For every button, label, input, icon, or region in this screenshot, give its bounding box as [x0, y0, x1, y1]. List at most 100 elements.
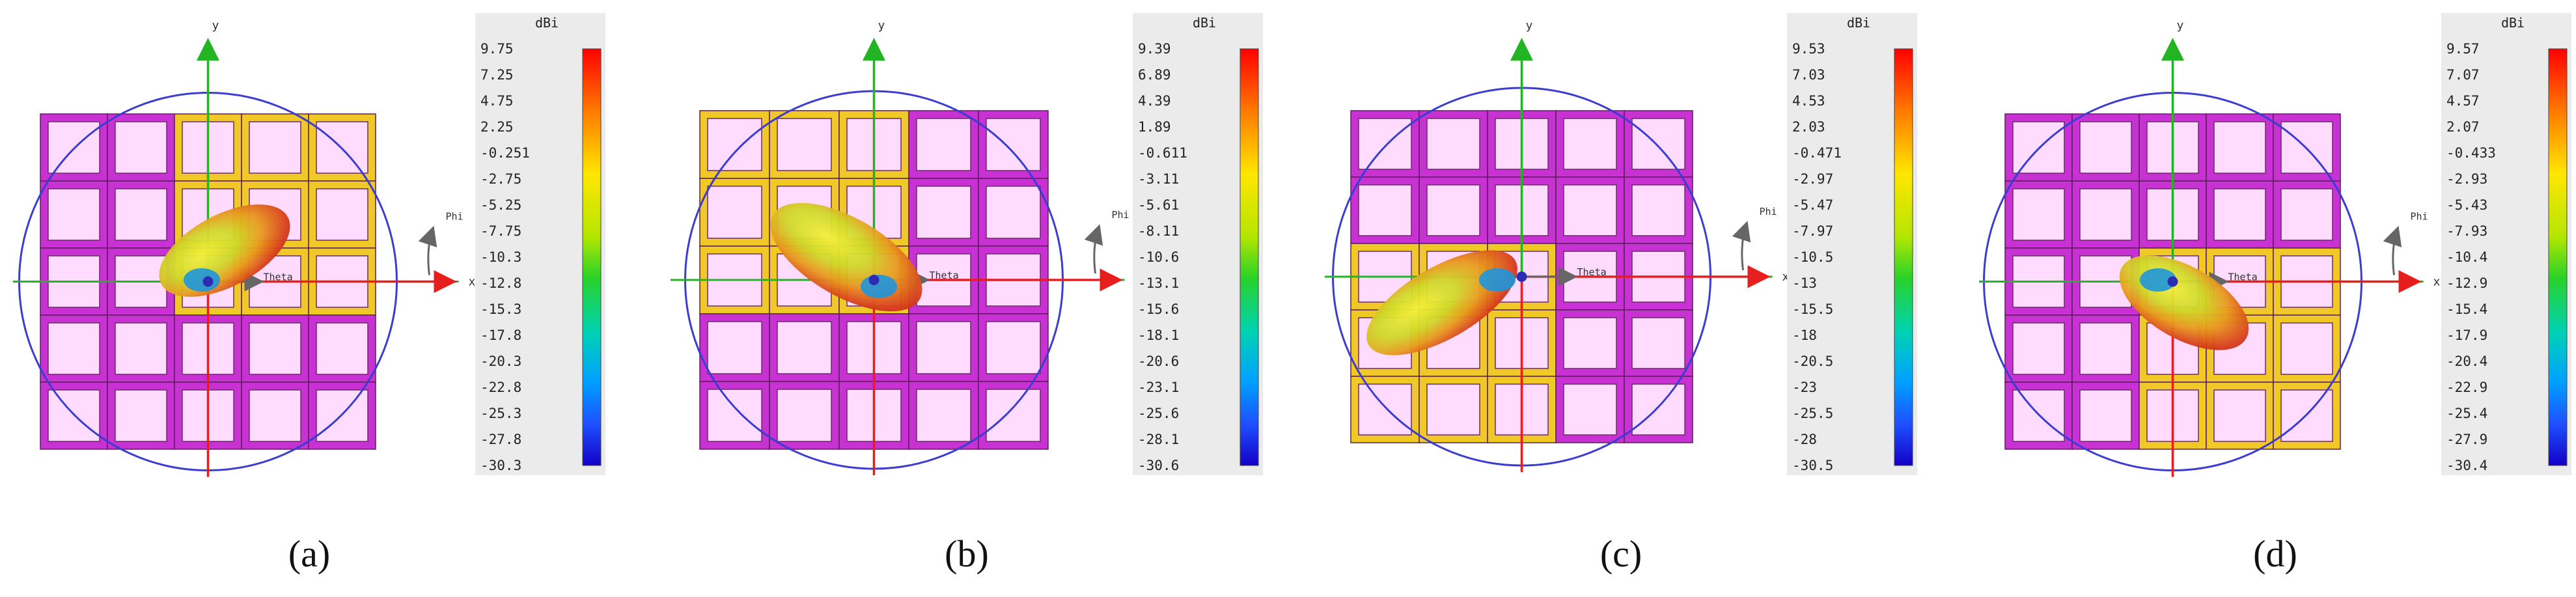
element-patch — [986, 321, 1041, 374]
element-patch — [1358, 118, 1412, 170]
element-patch — [986, 389, 1041, 442]
element-patch — [2280, 322, 2333, 375]
element-patch — [1426, 184, 1480, 236]
panel-b: yxPhiThetadBi9.396.894.391.89-0.611-3.11… — [671, 13, 1263, 575]
colorbar-tick-label: -0.251 — [480, 145, 530, 161]
colorbar-tick-label: -30.6 — [1138, 458, 1179, 473]
colorbar-tick-label: -13.1 — [1138, 275, 1179, 291]
colorbar-tick-label: -25.3 — [480, 406, 521, 421]
element-patch — [48, 322, 100, 375]
colorbar-tick-label: 7.07 — [2446, 67, 2480, 83]
phi-label: Phi — [1760, 206, 1777, 217]
element-patch — [1426, 118, 1480, 170]
colorbar-tick-label: 4.75 — [480, 93, 514, 109]
phi-arrow — [2383, 225, 2402, 275]
colorbar-tick-label: -28 — [1792, 432, 1817, 447]
colorbar-tick-label: 2.25 — [480, 119, 514, 135]
colorbar-tick-label: -10.3 — [480, 249, 521, 265]
element-patch — [249, 322, 301, 375]
colorbar-unit: dBi — [1193, 15, 1216, 31]
colorbar-tick-label: -20.5 — [1792, 354, 1833, 369]
colorbar-tick-label: -7.93 — [2446, 223, 2487, 239]
element-patch — [2213, 188, 2266, 241]
element-patch — [1563, 184, 1617, 236]
x-axis-label: x — [2433, 275, 2441, 289]
colorbar-tick-label: -7.75 — [480, 223, 521, 239]
colorbar-tick-label: 9.53 — [1792, 41, 1825, 57]
element-patch — [916, 186, 971, 239]
theta-label: Theta — [264, 271, 293, 283]
phi-arrow — [418, 225, 437, 275]
element-patch — [2079, 188, 2132, 241]
element-patch — [1563, 383, 1617, 436]
colorbar-tick-label: 4.53 — [1792, 93, 1825, 109]
colorbar-tick-label: -25.5 — [1792, 406, 1833, 421]
colorbar-tick-label: 7.25 — [480, 67, 514, 83]
colorbar-tick-label: -2.93 — [2446, 171, 2487, 187]
colorbar-tick-label: -27.8 — [480, 432, 521, 447]
element-patch — [777, 321, 832, 374]
phi-label: Phi — [1112, 209, 1129, 221]
element-patch — [1563, 317, 1617, 369]
element-patch — [249, 389, 301, 442]
colorbar-tick-label: -18.1 — [1138, 327, 1179, 343]
colorbar-unit: dBi — [2501, 15, 2525, 31]
colorbar-tick-label: -20.6 — [1138, 354, 1179, 369]
colorbar-tick-label: -2.97 — [1792, 171, 1833, 187]
theta-label: Theta — [930, 270, 959, 281]
colorbar-tick-label: 4.57 — [2446, 93, 2480, 109]
element-patch — [2280, 188, 2333, 241]
y-axis-label: y — [2177, 19, 2184, 33]
panel-caption: (b) — [945, 533, 989, 575]
colorbar-tick-label: -3.11 — [1138, 171, 1179, 187]
colorbar-tick-label: -25.4 — [2446, 406, 2487, 421]
colorbar-tick-label: -22.8 — [480, 380, 521, 395]
element-patch — [2012, 188, 2065, 241]
colorbar-tick-label: 9.57 — [2446, 41, 2480, 57]
panel-caption: (c) — [1600, 533, 1642, 575]
element-patch — [777, 118, 832, 171]
colorbar-tick-label: -8.11 — [1138, 223, 1179, 239]
phi-label: Phi — [446, 211, 464, 223]
colorbar — [1894, 48, 1913, 466]
element-patch — [707, 118, 762, 171]
colorbar-tick-label: -18 — [1792, 327, 1817, 343]
x-axis-label: x — [469, 275, 476, 289]
element-patch — [916, 389, 971, 442]
element-patch — [986, 186, 1041, 239]
colorbar-tick-label: -0.611 — [1138, 145, 1187, 161]
colorbar-tick-label: 6.89 — [1138, 67, 1171, 83]
panel-caption: (d) — [2253, 533, 2297, 575]
element-patch — [916, 321, 971, 374]
element-patch — [707, 321, 762, 374]
colorbar-tick-label: 9.39 — [1138, 41, 1171, 57]
element-patch — [2213, 389, 2266, 442]
colorbar-unit: dBi — [535, 15, 559, 31]
colorbar-tick-label: -15.5 — [1792, 301, 1833, 317]
element-patch — [707, 186, 762, 239]
colorbar-tick-label: 2.03 — [1792, 119, 1825, 135]
element-patch — [316, 188, 368, 241]
element-patch — [777, 389, 832, 442]
colorbar-tick-label: -5.47 — [1792, 197, 1833, 213]
panel-caption: (a) — [288, 533, 330, 575]
panel-d: y x Phi Theta dBi 9.57 7.07 4.57 2.07 -0.433 -2.93… — [1979, 13, 2571, 575]
phi-arrow — [1084, 224, 1103, 274]
colorbar-tick-label: -28.1 — [1138, 432, 1179, 447]
element-patch — [2079, 121, 2132, 174]
back-lobe — [184, 268, 220, 292]
element-patch — [1631, 184, 1685, 236]
colorbar-tick-label: 7.03 — [1792, 67, 1825, 83]
colorbar — [1240, 48, 1259, 466]
colorbar-tick-label: 1.89 — [1138, 119, 1171, 135]
colorbar-tick-label: 9.75 — [480, 41, 514, 57]
panel-c: y x Phi Theta dBi 9.53 7.03 4.53 2.03 -0.471 -2.97… — [1325, 13, 1917, 575]
panel-a: y x Phi Theta dBi 9.75 7.25 4.75 2.25 -0.251 -2.75… — [13, 13, 605, 575]
colorbar-tick-label: 4.39 — [1138, 93, 1171, 109]
element-patch — [115, 322, 167, 375]
colorbar-tick-label: -2.75 — [480, 171, 521, 187]
element-patch — [1631, 383, 1685, 436]
element-patch — [316, 322, 368, 375]
colorbar-tick-label: -5.61 — [1138, 197, 1179, 213]
